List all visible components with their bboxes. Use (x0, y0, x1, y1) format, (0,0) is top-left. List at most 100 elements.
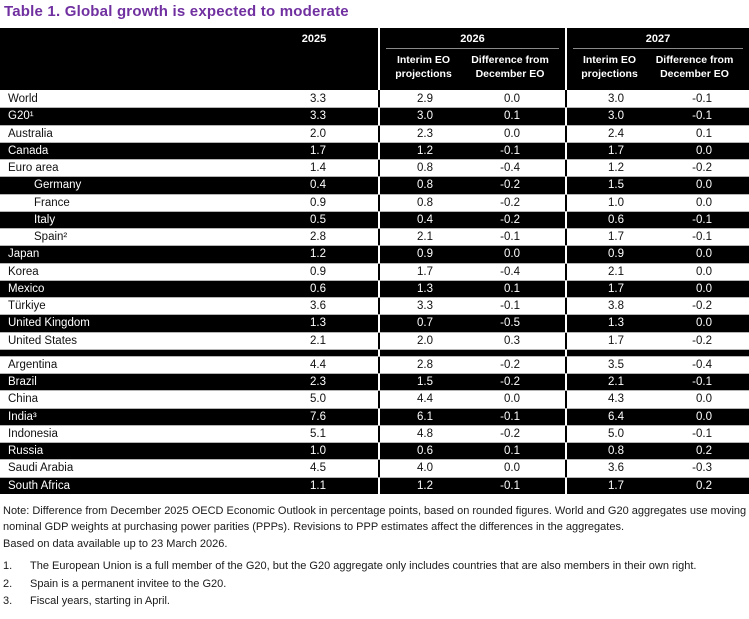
column-separator (565, 425, 567, 442)
value-2027-projection: 3.8 (608, 300, 624, 313)
value-2025: 1.1 (310, 479, 326, 492)
country-cell: Korea (8, 265, 39, 278)
column-separator (378, 263, 380, 280)
value-2026-projection: 0.8 (417, 162, 433, 175)
column-separator (565, 391, 567, 408)
country-cell: Euro area (8, 162, 59, 175)
value-2026-projection: 4.0 (417, 462, 433, 475)
table-header: 2025 2026 Interim EO projections Differe… (0, 28, 749, 90)
column-separator (565, 356, 567, 373)
gutter-cell (330, 409, 378, 425)
column-separator (565, 90, 567, 108)
value-2027-projection: 1.7 (608, 334, 624, 347)
country-cell: Mexico (8, 282, 45, 295)
value-2026-difference: -0.1 (500, 479, 520, 492)
table-row: China 5.0 4.4 0.0 4.3 0.0 (0, 390, 749, 408)
value-2027-projection: 1.5 (608, 179, 624, 192)
country-cell: Spain² (34, 231, 68, 244)
table-row: Russia 1.0 0.6 0.1 0.8 0.2 (0, 442, 749, 460)
value-2027-difference: -0.1 (692, 231, 712, 244)
column-separator (378, 374, 380, 391)
value-2027-projection: 3.5 (608, 358, 624, 371)
value-2026-difference: -0.2 (500, 213, 520, 226)
value-2025: 0.6 (310, 282, 326, 295)
value-2027-difference: -0.4 (692, 358, 712, 371)
value-2026-projection: 0.4 (417, 213, 433, 226)
table-row: India³ 7.6 6.1 -0.1 6.4 0.0 (0, 407, 749, 425)
value-2025: 3.6 (310, 300, 326, 313)
value-2026-projection (380, 350, 471, 356)
value-2027-projection: 1.7 (608, 231, 624, 244)
subheader-row-2027: Interim EO projections Difference from D… (567, 49, 749, 90)
value-2027-difference: -0.2 (692, 334, 712, 347)
footnote-text: Fiscal years, starting in April. (30, 595, 170, 608)
value-2025 (250, 350, 330, 356)
value-2027-difference: 0.0 (696, 179, 712, 192)
value-2027-projection: 3.0 (608, 92, 624, 105)
value-2026-projection: 2.9 (417, 92, 433, 105)
footnote-item: 3. Fiscal years, starting in April. (3, 593, 747, 610)
footnote-text: The European Union is a full member of t… (30, 559, 697, 572)
table-row: Saudi Arabia 4.5 4.0 0.0 3.6 -0.3 (0, 459, 749, 477)
value-2026-projection: 0.8 (417, 196, 433, 209)
column-separator (565, 298, 567, 315)
country-cell: Argentina (8, 358, 58, 371)
column-separator (565, 477, 567, 494)
value-2027-projection: 1.7 (608, 282, 624, 295)
value-2027-projection: 0.9 (608, 248, 624, 261)
table-row: G20¹ 3.3 3.0 0.1 3.0 -0.1 (0, 107, 749, 125)
column-separator (378, 194, 380, 211)
country-cell: Japan (8, 248, 40, 261)
column-separator (378, 477, 380, 494)
value-2025: 3.3 (310, 92, 326, 105)
value-2025: 1.2 (310, 248, 326, 261)
column-separator (565, 177, 567, 194)
country-cell: South Africa (8, 479, 71, 492)
country-cell: India³ (8, 410, 37, 423)
col-header-2025: 2025 (301, 33, 327, 45)
value-2027-projection: 1.2 (608, 162, 624, 175)
gutter-cell (330, 333, 378, 349)
value-2027-projection: 1.3 (608, 317, 624, 330)
value-2026-projection: 1.7 (417, 265, 433, 278)
value-2026-projection: 2.8 (417, 358, 433, 371)
country-cell: Germany (34, 179, 82, 192)
column-separator (378, 349, 380, 356)
value-2027-projection: 1.7 (608, 144, 624, 157)
value-2025: 2.8 (310, 231, 326, 244)
country-cell: World (8, 92, 38, 105)
note-data-cutoff: Based on data available up to 23 March 2… (3, 538, 228, 551)
value-2025: 5.1 (310, 427, 326, 440)
column-separator (565, 28, 567, 90)
value-2025: 1.3 (310, 317, 326, 330)
gutter-cell (330, 391, 378, 407)
value-2025: 3.3 (310, 110, 326, 123)
country-cell: G20¹ (8, 110, 34, 123)
value-2026-difference: 0.1 (504, 445, 520, 458)
subheader-2027-difference: Difference from December EO (655, 53, 734, 80)
column-separator (565, 443, 567, 460)
column-separator (378, 443, 380, 460)
value-2026-projection: 2.3 (417, 127, 433, 140)
value-2026-difference: 0.0 (504, 127, 520, 140)
country-cell: Australia (8, 127, 53, 140)
column-separator (378, 298, 380, 315)
value-2027-difference: 0.0 (696, 196, 712, 209)
value-2026-difference: 0.0 (504, 462, 520, 475)
value-2027-projection: 0.8 (608, 445, 624, 458)
group-header-2026: 2026 (386, 28, 559, 49)
value-2026-projection: 1.5 (417, 376, 433, 389)
column-separator (378, 460, 380, 477)
table-row: World 3.3 2.9 0.0 3.0 -0.1 (0, 90, 749, 108)
column-separator (565, 263, 567, 280)
column-separator (378, 229, 380, 246)
table-row: United States 2.1 2.0 0.3 1.7 -0.2 (0, 331, 749, 349)
value-2027-projection: 2.4 (608, 127, 624, 140)
growth-table: 2025 2026 Interim EO projections Differe… (0, 28, 749, 494)
value-2025: 0.4 (310, 179, 326, 192)
column-separator (378, 332, 380, 349)
table-row: Korea 0.9 1.7 -0.4 2.1 0.0 (0, 262, 749, 280)
gutter-cell (330, 350, 378, 356)
column-separator (565, 460, 567, 477)
footnote-item: 2. Spain is a permanent invitee to the G2… (3, 576, 747, 593)
